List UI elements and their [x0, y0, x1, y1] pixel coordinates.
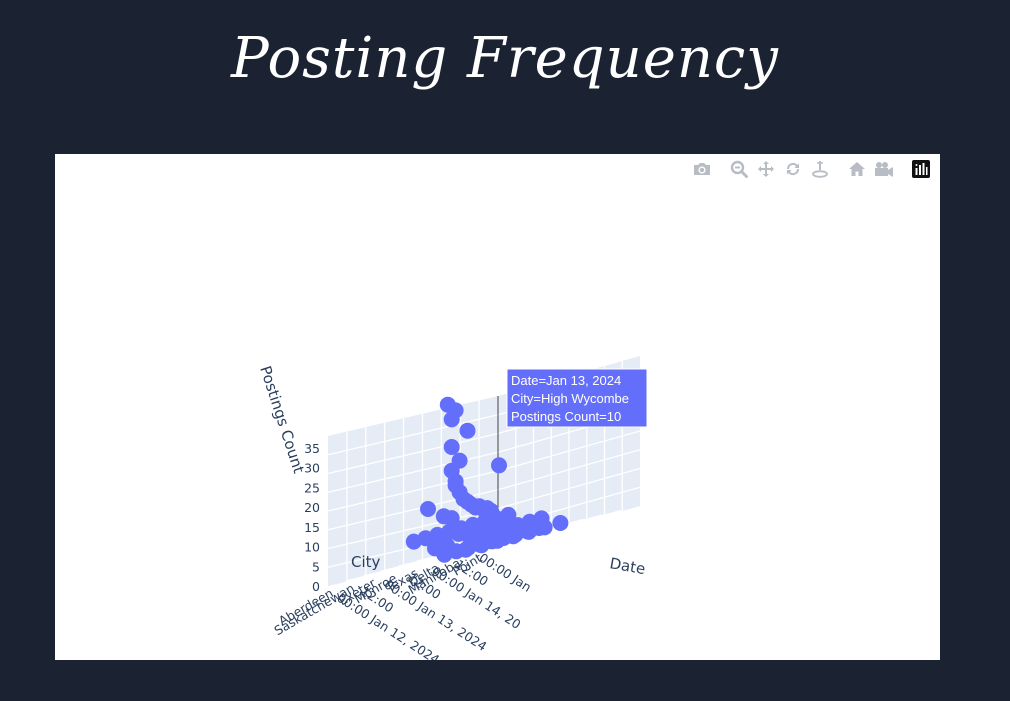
video-camera-icon[interactable] — [870, 158, 897, 180]
hover-label-line: Date=Jan 13, 2024 — [511, 373, 621, 388]
data-point[interactable] — [459, 422, 476, 439]
data-point[interactable] — [457, 541, 474, 558]
city-axis-title: City — [351, 553, 381, 571]
data-point[interactable] — [505, 528, 521, 545]
z-tick-label: 15 — [304, 520, 320, 535]
z-tick-label: 30 — [304, 461, 320, 476]
data-point[interactable] — [491, 457, 507, 474]
z-tick-label: 35 — [304, 441, 320, 456]
data-point[interactable] — [420, 501, 436, 517]
data-point[interactable] — [486, 519, 503, 536]
z-gridline-left — [327, 451, 499, 493]
data-point[interactable] — [489, 532, 506, 549]
z-tick-label: 20 — [304, 500, 320, 515]
z-tick-label: 10 — [304, 540, 320, 555]
z-tick-label: 25 — [304, 480, 320, 495]
z-gridline-left — [327, 432, 499, 475]
home-icon[interactable] — [843, 158, 870, 180]
hover-label-line: Postings Count=10 — [511, 409, 621, 424]
z-axis-title: Postings Count — [256, 364, 308, 476]
plot-container[interactable]: 0 5 10 15 20 25 30 35 Aberdeen Saskatchewan Exeter… — [55, 154, 940, 660]
zoom-icon[interactable] — [725, 158, 752, 180]
z-gridline-left — [327, 414, 499, 456]
data-point[interactable] — [473, 537, 490, 554]
z-tick-label: 5 — [312, 559, 320, 574]
data-point[interactable] — [443, 411, 460, 428]
scatter3d-plot[interactable]: 05101520253035AberdeenSaskatchewanExeter… — [55, 154, 940, 660]
data-point[interactable] — [443, 439, 460, 455]
data-point[interactable] — [552, 515, 569, 531]
data-point[interactable] — [500, 506, 517, 523]
orbit-rotate-icon[interactable] — [779, 158, 806, 180]
turntable-icon[interactable] — [806, 158, 833, 180]
page-title: Posting Frequency — [231, 26, 779, 91]
z-gridline-left — [327, 470, 499, 512]
plotly-logo-icon[interactable] — [907, 158, 934, 180]
camera-icon[interactable] — [688, 158, 715, 180]
z-tick-label: 0 — [312, 579, 320, 594]
pan-icon[interactable] — [752, 158, 779, 180]
date-axis-title: Date — [608, 554, 646, 578]
hover-label-box — [506, 368, 648, 428]
data-point[interactable] — [443, 510, 460, 527]
z-gridline-left — [327, 507, 499, 550]
modebar — [678, 158, 934, 180]
data-point[interactable] — [536, 519, 553, 536]
hover-label-line: City=High Wycombe — [511, 391, 629, 406]
data-point[interactable] — [520, 523, 537, 540]
